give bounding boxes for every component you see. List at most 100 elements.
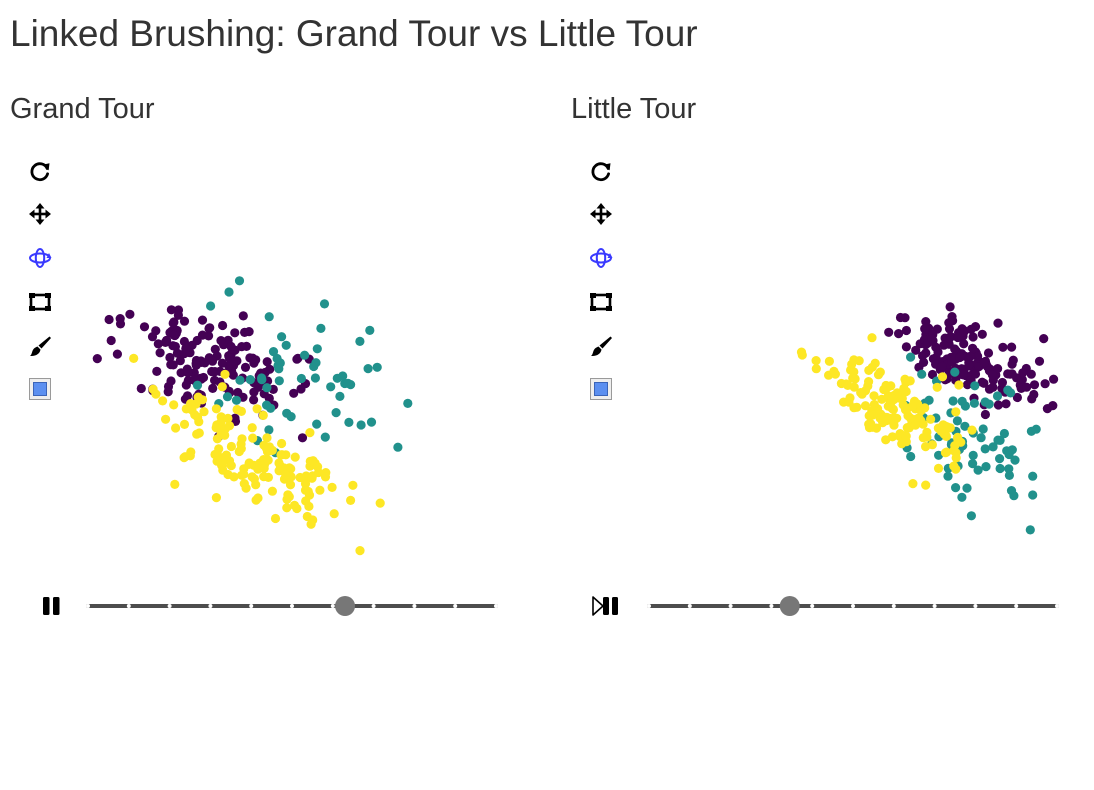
scatter-point-class-a [921, 317, 931, 327]
scatter-point-class-c [967, 425, 977, 435]
scatter-point-class-b [224, 287, 234, 297]
scatter-point-class-a [169, 330, 179, 340]
scatter-point-class-a [1026, 369, 1036, 379]
scatter-point-class-b [962, 483, 972, 493]
reset-button[interactable] [26, 157, 54, 185]
select-box-button[interactable] [587, 288, 615, 316]
move-icon [29, 203, 51, 225]
scatter-point-class-a [1039, 334, 1049, 344]
scatter-point-class-a [1029, 380, 1040, 390]
scatter-point-class-a [204, 323, 214, 334]
little-tour-scatter-plot[interactable] [571, 88, 1094, 588]
scatter-point-class-a [297, 433, 308, 443]
scatter-point-class-a [894, 329, 904, 339]
resume-button[interactable] [591, 592, 621, 620]
scatter-point-class-c [179, 419, 190, 429]
scatter-point-class-b [365, 325, 375, 335]
scatter-point-class-c [306, 519, 316, 529]
scatter-point-class-b [976, 433, 986, 443]
scatter-point-class-c [906, 413, 916, 423]
scatter-point-class-b [948, 396, 958, 406]
scatter-point-class-a [1022, 382, 1032, 392]
scatter-point-class-a [965, 351, 975, 361]
slider-thumb[interactable] [779, 596, 800, 616]
rotate-icon [29, 248, 52, 268]
scatter-point-class-c [232, 404, 242, 415]
scatter-point-class-c [129, 353, 139, 363]
reset-button[interactable] [587, 157, 615, 185]
slider-tick [330, 604, 335, 608]
scatter-point-class-a [115, 314, 125, 324]
scatter-point-class-c [954, 380, 964, 390]
selected-color [594, 382, 608, 396]
scatter-point-class-c [348, 480, 358, 490]
slider-tick [249, 604, 254, 608]
scatter-point-class-a [166, 376, 176, 386]
scatter-point-class-b [970, 381, 980, 391]
grand-tour-timeline-slider[interactable] [82, 594, 502, 618]
slider-thumb[interactable] [335, 596, 356, 616]
scatter-point-class-c [244, 459, 254, 469]
scatter-point-class-c [251, 480, 261, 490]
scatter-point-class-b [950, 367, 960, 377]
scatter-point-class-b [393, 442, 403, 452]
move-icon [590, 203, 612, 225]
scatter-point-class-c [194, 428, 204, 438]
scatter-point-class-a [939, 340, 949, 350]
scatter-point-class-a [1007, 359, 1017, 369]
scatter-point-class-c [320, 472, 331, 482]
scatter-point-class-b [264, 425, 274, 435]
scatter-point-class-a [964, 360, 974, 370]
scatter-point-class-c [849, 403, 859, 413]
scatter-point-class-b [343, 378, 353, 388]
slider-tick [769, 604, 774, 608]
pause-button[interactable] [40, 592, 70, 620]
scatter-point-class-c [864, 377, 874, 387]
scatter-point-class-c [220, 369, 230, 379]
scatter-point-class-a [244, 327, 254, 337]
pan-button[interactable] [587, 200, 615, 228]
scatter-point-class-c [281, 470, 291, 480]
slider-tick [851, 604, 855, 608]
scatter-point-class-b [995, 463, 1005, 474]
scatter-point-class-c [313, 462, 323, 472]
scatter-point-class-a [953, 332, 963, 343]
scatter-point-class-a [183, 368, 193, 378]
select-box-button[interactable] [26, 288, 54, 316]
scatter-point-class-a [1034, 356, 1045, 366]
color-picker-button[interactable] [587, 375, 615, 403]
scatter-point-class-a [1007, 342, 1017, 352]
scatter-point-class-b [274, 364, 284, 374]
scatter-point-class-a [997, 377, 1007, 388]
color-picker-button[interactable] [26, 375, 54, 403]
scatter-point-class-a [944, 318, 954, 328]
scatter-point-class-a [1007, 369, 1017, 379]
scatter-point-class-c [943, 423, 953, 433]
scatter-point-class-c [253, 493, 263, 503]
rotate-button[interactable] [587, 244, 615, 272]
scatter-point-class-b [272, 353, 282, 364]
grand-tour-scatter-plot[interactable] [10, 88, 550, 588]
scatter-point-class-c [847, 359, 857, 369]
brush-button[interactable] [26, 332, 54, 360]
little-tour-timeline-slider[interactable] [643, 594, 1063, 618]
scatter-point-class-b [984, 399, 994, 409]
scatter-point-class-a [197, 330, 208, 340]
scatter-point-class-c [214, 444, 224, 454]
scatter-point-class-a [927, 334, 937, 344]
slider-tick [1014, 604, 1019, 608]
scatter-point-class-a [1017, 375, 1027, 385]
slider-tick [728, 604, 733, 608]
scatter-point-class-c [918, 419, 928, 429]
scatter-point-class-a [152, 366, 162, 376]
scatter-point-class-a [125, 309, 135, 319]
brush-button[interactable] [587, 332, 615, 360]
scatter-point-class-a [136, 383, 146, 394]
scatter-point-class-c [261, 443, 271, 453]
scatter-point-class-a [998, 342, 1008, 352]
scatter-point-class-c [236, 444, 246, 454]
rotate-button[interactable] [26, 244, 54, 272]
scatter-point-class-a [182, 391, 193, 401]
pan-button[interactable] [26, 200, 54, 228]
scatter-point-class-c [274, 458, 284, 468]
